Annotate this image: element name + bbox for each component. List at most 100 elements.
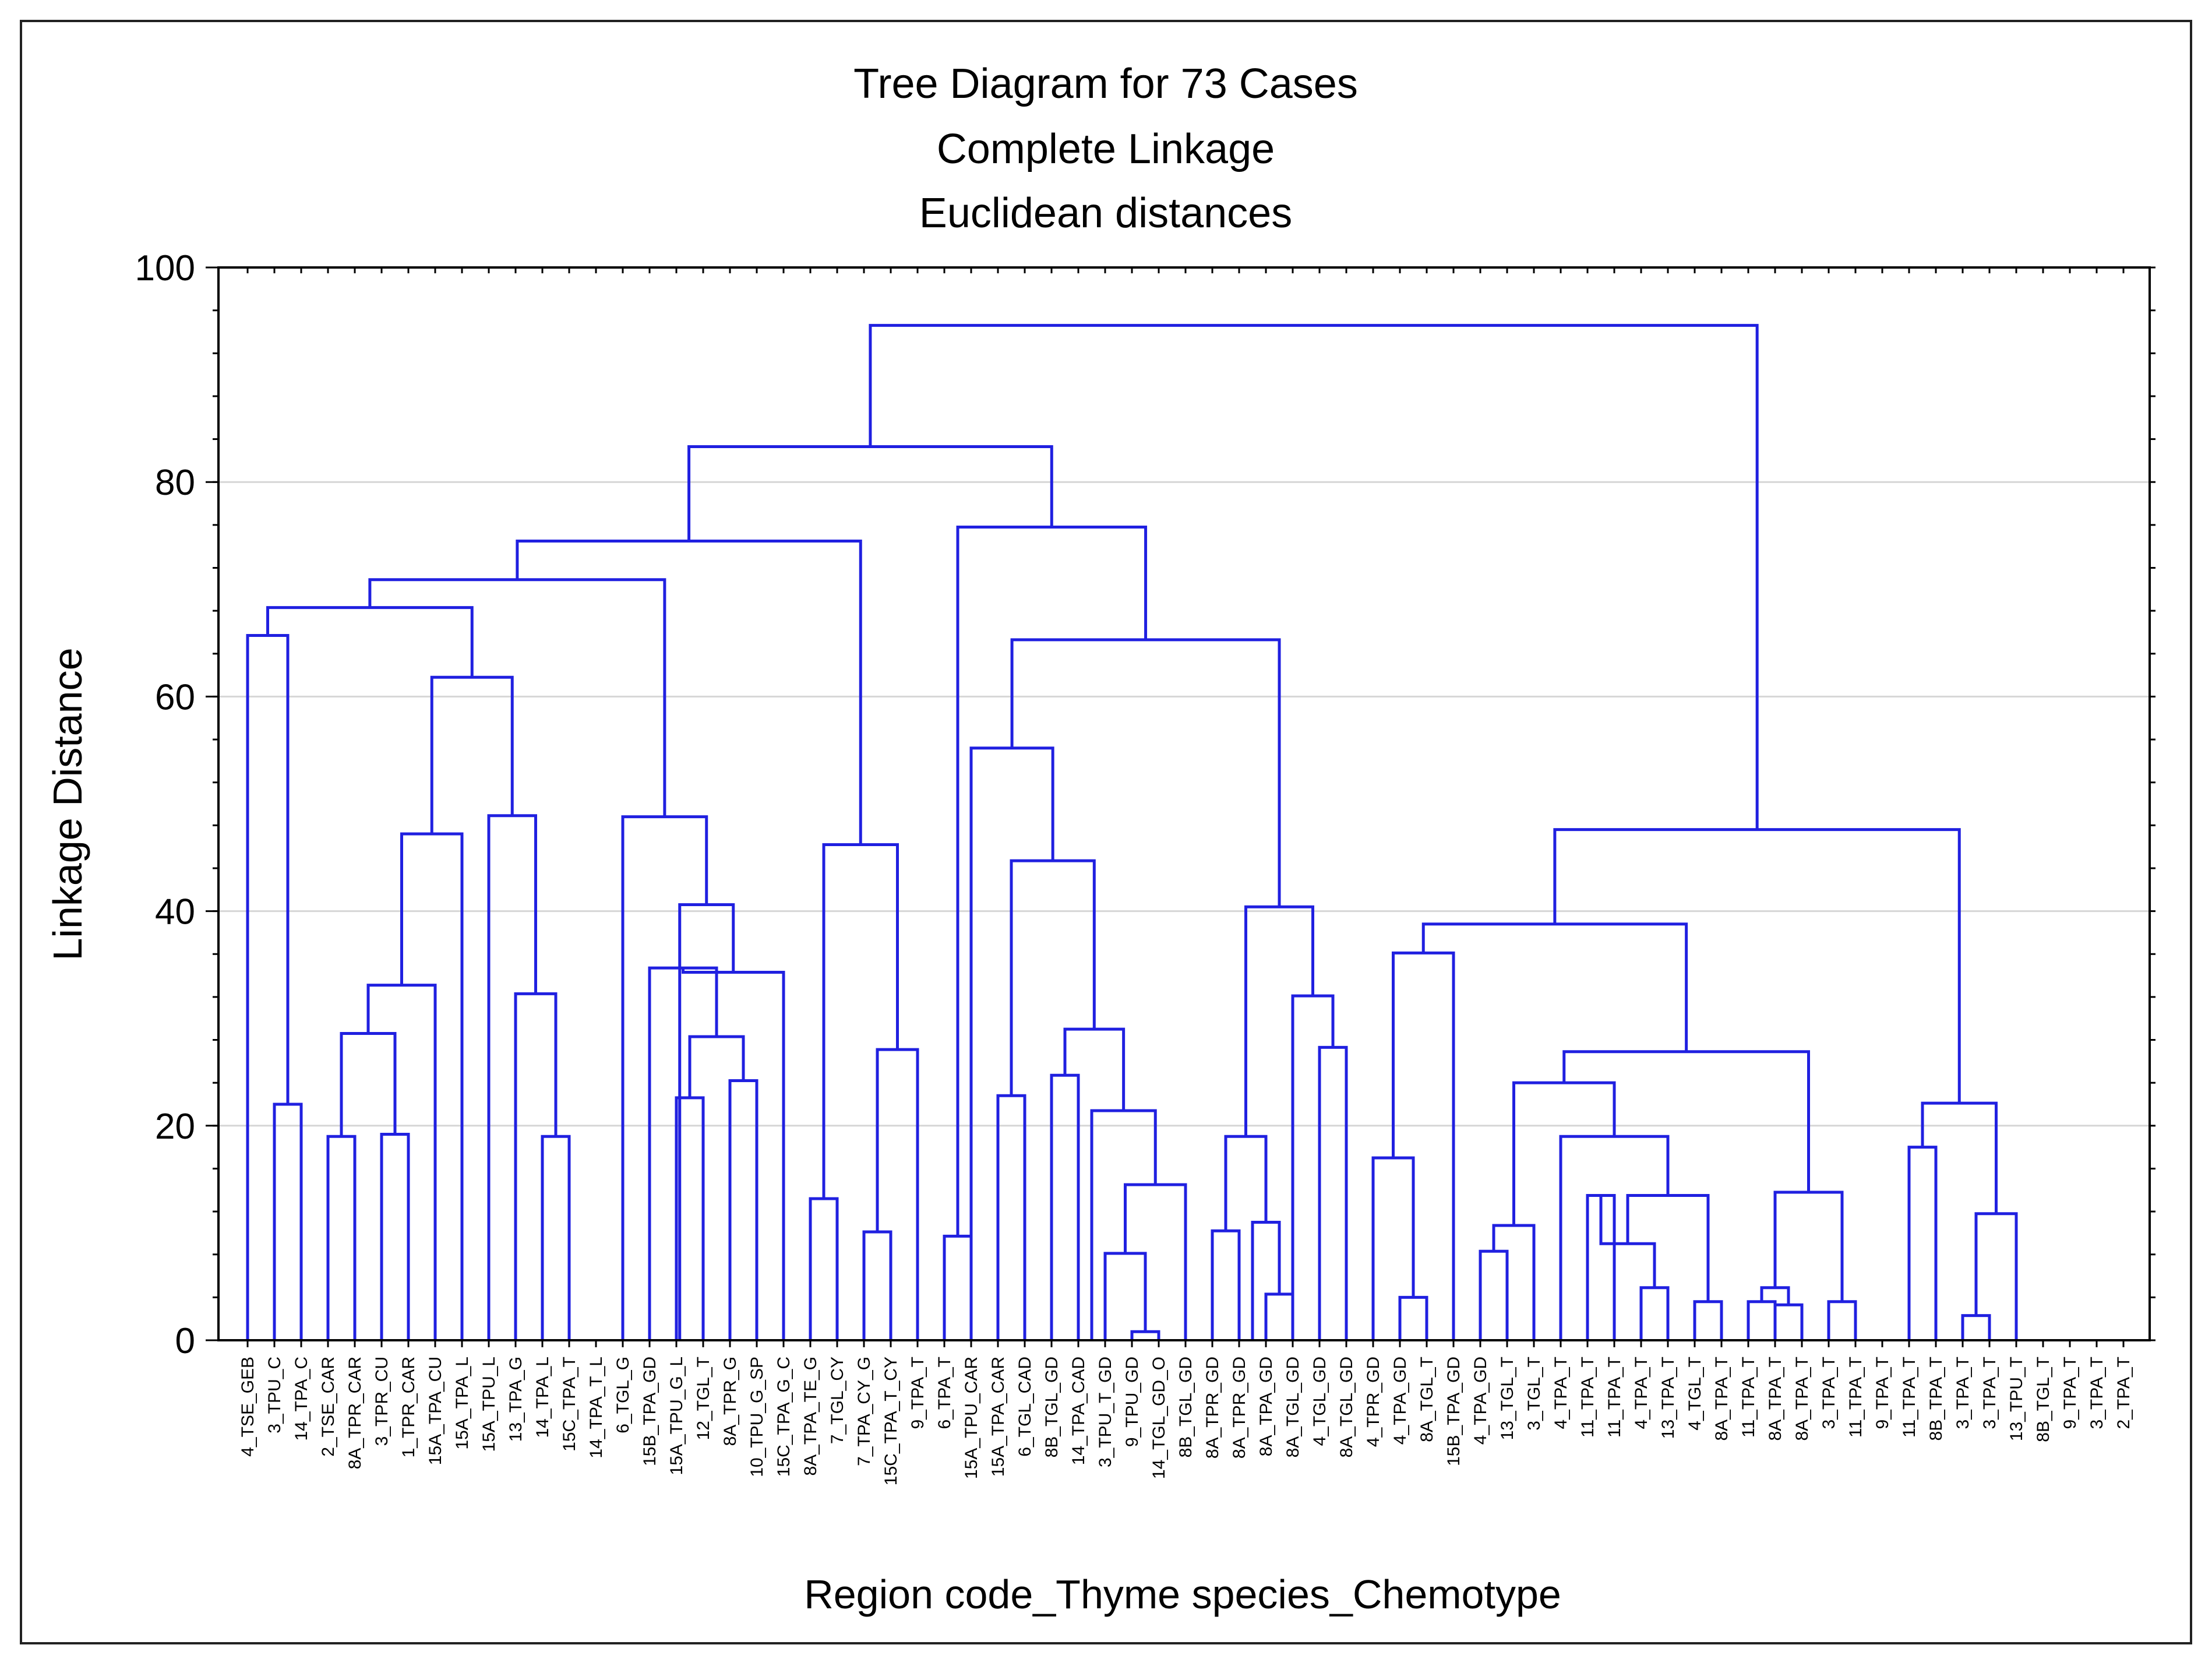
leaf-label: 3_TGL_T <box>1525 1357 1544 1431</box>
leaf-label: 3_TPA_T <box>2087 1357 2107 1429</box>
dendrogram-links <box>246 323 2018 1340</box>
dendrogram-link <box>1921 1101 1998 1214</box>
dendrogram-link <box>1492 1224 1536 1340</box>
leaf-label: 8B_TGL_T <box>2034 1357 2053 1442</box>
dendrogram-link <box>326 1135 357 1340</box>
leaf-label: 3_TPU_C <box>265 1357 284 1433</box>
leaf-label: 14_TGL_GD_O <box>1149 1357 1169 1479</box>
leaf-label: 8B_TGL_GD <box>1176 1357 1195 1457</box>
dendrogram-link <box>1392 951 1455 1340</box>
dendrogram-link <box>430 675 514 834</box>
leaf-label: 8A_TPA_T <box>1766 1357 1785 1441</box>
dendrogram-link <box>1693 1300 1723 1340</box>
leaf-label: 2_TPA_T <box>2114 1357 2133 1429</box>
leaf-label: 15B_TPA_GD <box>640 1357 659 1466</box>
dendrogram-link <box>366 984 437 1340</box>
leaf-label: 15C_TPA_G_C <box>774 1357 793 1477</box>
leaf-label: 8A_TPR_GD <box>1203 1357 1222 1459</box>
dendrogram-link <box>1773 1303 1804 1340</box>
dendrogram-link <box>682 968 785 1340</box>
dendrogram-link <box>1553 828 1961 1104</box>
dendrogram-link <box>678 903 735 1340</box>
figure-frame <box>20 20 2192 1644</box>
dendrogram-link <box>1747 1300 1777 1340</box>
y-tick-label: 0 <box>175 1321 195 1361</box>
dendrogram-link <box>1479 1249 1509 1340</box>
dendrogram-link <box>1907 1146 1938 1340</box>
leaf-label: 15A_TPU_L <box>479 1357 499 1452</box>
dendrogram-link <box>1371 1156 1415 1340</box>
dendrogram-link <box>648 966 718 1340</box>
dendrogram-link <box>1773 1190 1844 1302</box>
leaf-label: 3_TPA_T <box>1980 1357 1999 1429</box>
leaf-label: 11_TPA_T <box>1605 1357 1624 1438</box>
leaf-label: 9_TPU_GD <box>1123 1357 1142 1447</box>
dendrogram-link <box>1398 1295 1428 1340</box>
leaf-label: 3_TPR_CU <box>372 1357 391 1446</box>
leaf-label: 8A_TGL_GD <box>1337 1357 1356 1457</box>
dendrogram-link <box>1103 1252 1147 1340</box>
leaf-label: 7_TGL_CY <box>828 1357 847 1444</box>
dendrogram-link <box>1264 1292 1294 1340</box>
leaf-label: 10_TPU_G_SP <box>747 1357 767 1477</box>
leaf-label: 4_TPA_T <box>1632 1357 1651 1429</box>
dendrogram-link <box>1244 905 1314 1137</box>
dendrogram-link <box>1050 1073 1080 1340</box>
leaf-label: 14_TPA_CAD <box>1069 1357 1088 1465</box>
leaf-label: 14_TPA_T_L <box>587 1357 606 1459</box>
dendrogram-link <box>1961 1314 1991 1340</box>
leaf-label: 13_TPA_T <box>1659 1357 1678 1439</box>
dendrogram-link <box>273 1103 303 1340</box>
dendrogram-link <box>1421 922 1688 1052</box>
leaf-label: 8B_TGL_GD <box>1042 1357 1061 1457</box>
dendrogram-link <box>487 814 537 1340</box>
leaf-label: 15A_TPU_CAR <box>962 1357 981 1479</box>
leaf-label: 4_TSE_GEB <box>238 1357 257 1457</box>
chart-subtitle-linkage: Complete Linkage <box>937 126 1275 172</box>
leaf-label: 4_TGL_T <box>1685 1357 1705 1431</box>
dendrogram-link <box>1211 1229 1241 1340</box>
dendrogram-link <box>1512 1081 1616 1226</box>
leaf-label: 8A_TGL_T <box>1417 1357 1437 1442</box>
dendrogram-link <box>1827 1300 1857 1340</box>
dendrogram-link <box>1291 994 1335 1340</box>
leaf-label: 15A_TPU_G_L <box>667 1357 686 1475</box>
leaf-label: 9_TPA_T <box>908 1357 927 1429</box>
dendrogram-link <box>822 843 899 1199</box>
dendrogram-link <box>400 832 464 1340</box>
dendrogram-link <box>862 1230 892 1340</box>
leaf-label: 8B_TPA_T <box>1927 1357 1946 1441</box>
leaf-label: 8A_TPA_T <box>1712 1357 1731 1441</box>
leaf-label: 14_TPA_C <box>292 1357 311 1441</box>
leaf-label: 6_TGL_CAD <box>1015 1357 1035 1457</box>
dendrogram-link <box>514 992 558 1340</box>
y-tick-label: 80 <box>155 463 195 503</box>
dendrogram-link <box>1974 1212 2018 1340</box>
leaf-label: 8A_TPA_GD <box>1257 1357 1276 1456</box>
leaf-label: 6_TGL_G <box>613 1357 633 1433</box>
leaf-label: 15A_TPA_L <box>453 1357 472 1450</box>
x-axis-label: Region code_Thyme species_Chemotype <box>804 1572 1561 1617</box>
leaf-label: 15C_TPA_T <box>560 1357 579 1452</box>
leaf-label: 6_TPA_T <box>935 1357 954 1429</box>
dendrogram-link <box>996 1094 1026 1340</box>
dendrogram-link <box>876 1048 919 1340</box>
grid-lines <box>218 481 2150 1127</box>
leaf-label: 13_TPU_T <box>2007 1357 2026 1441</box>
leaf-label: 15C_TPA_T_CY <box>881 1357 901 1485</box>
dendrogram-link <box>266 606 474 678</box>
leaf-label: 9_TPA_T <box>1873 1357 1892 1429</box>
leaf-label: 4_TPA_GD <box>1391 1357 1410 1445</box>
dendrogram-link <box>1010 638 1281 907</box>
leaf-labels: 4_TSE_GEB 3_TPU_C 14_TPA_C 2_TSE_CAR 8A_TPR_… <box>238 1357 2133 1485</box>
dendrogram-link <box>1063 1027 1126 1111</box>
dendrogram-link <box>869 323 1759 830</box>
dendrogram-link <box>688 1035 745 1098</box>
leaf-label: 11_TPA_T <box>1739 1357 1758 1438</box>
leaf-label: 11_TPA_T <box>1846 1357 1865 1438</box>
dendrogram-link <box>246 633 290 1340</box>
dendrogram-link <box>1224 1135 1268 1231</box>
dendrogram-link <box>541 1135 571 1340</box>
